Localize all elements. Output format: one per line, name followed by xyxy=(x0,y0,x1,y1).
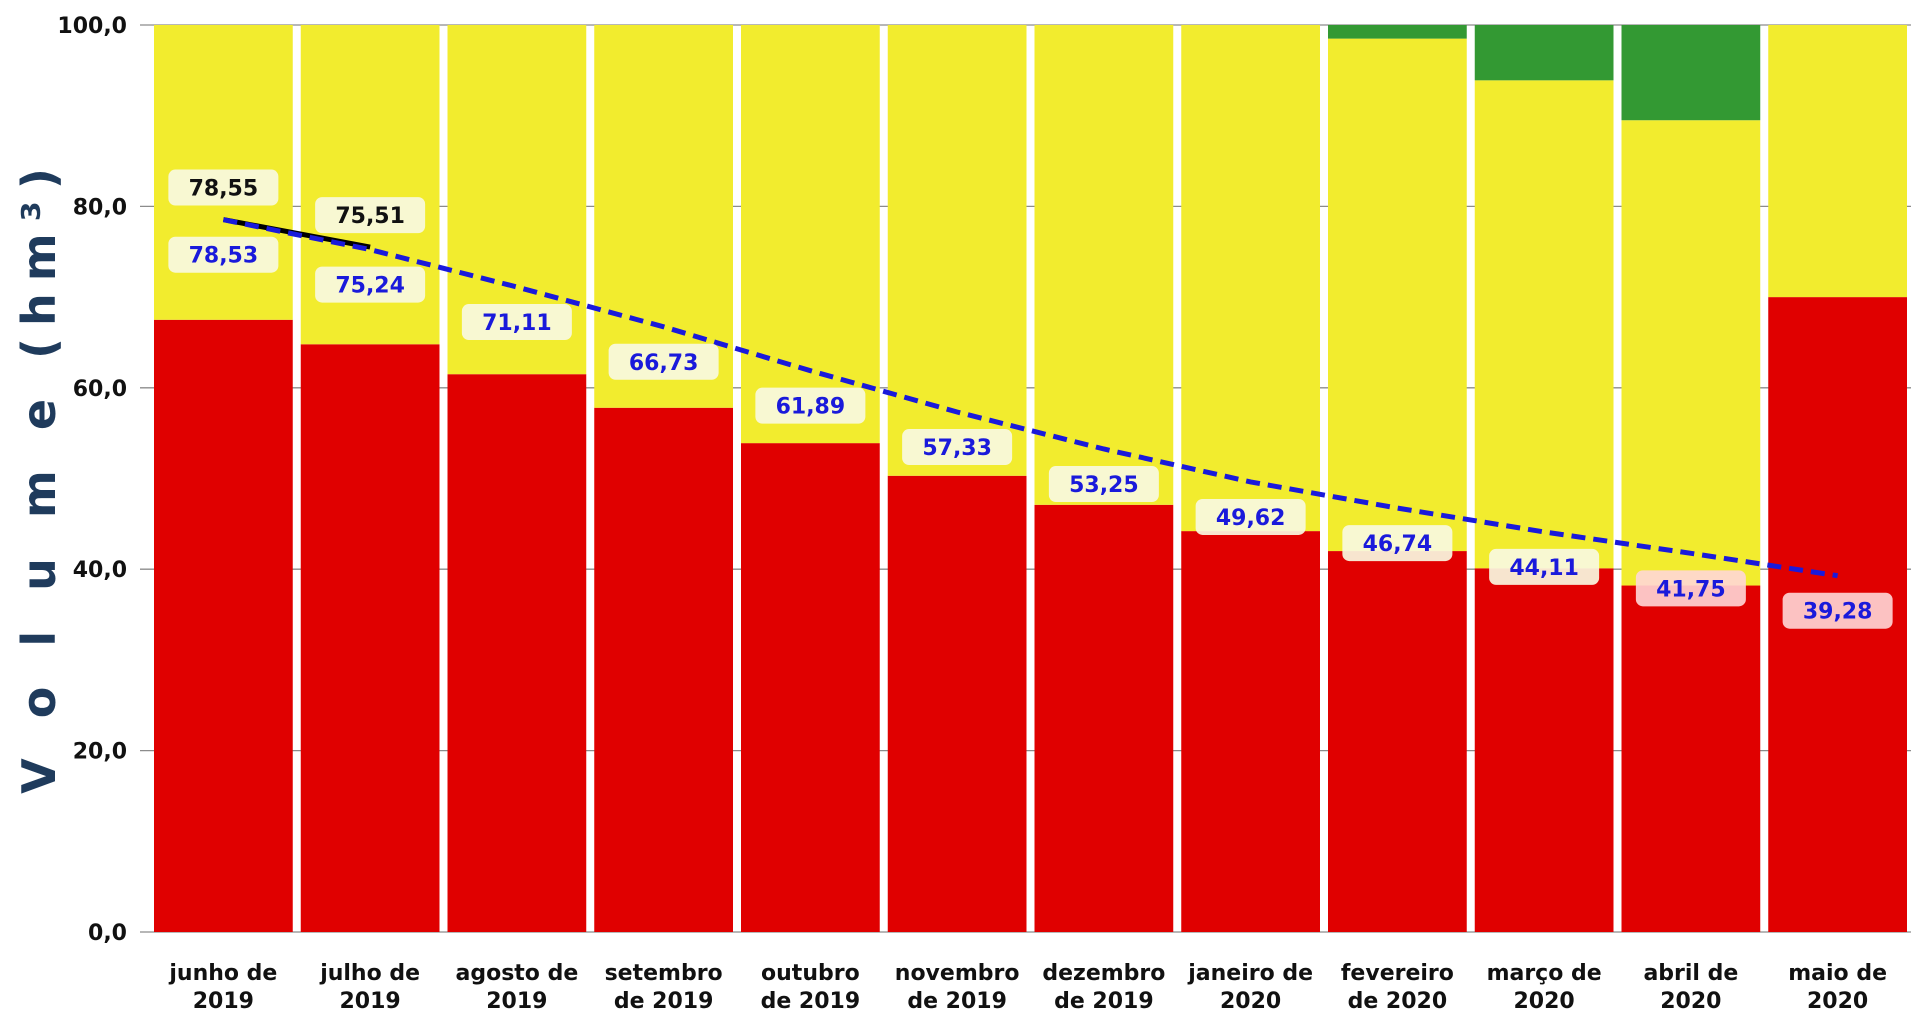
x-tick-label: outubro xyxy=(761,961,860,986)
data-label: 44,11 xyxy=(1509,556,1579,581)
data-label: 75,24 xyxy=(335,274,405,299)
data-labels: 78,55 75,51 78,53 75,24 71,11 66,73 61,89 57,33… xyxy=(168,169,1893,629)
bar-segment xyxy=(1034,504,1174,932)
bar-segment xyxy=(741,25,880,444)
data-label: 57,33 xyxy=(922,436,992,461)
x-tick-label: junho de xyxy=(168,961,277,986)
data-label-box xyxy=(1195,498,1306,535)
bar-segment xyxy=(1328,38,1467,552)
data-label: 61,89 xyxy=(776,395,846,420)
bar-segment xyxy=(1768,25,1907,298)
data-label-box xyxy=(1782,592,1893,629)
data-label: 78,53 xyxy=(189,244,259,269)
x-tick-label: janeiro de xyxy=(1187,961,1313,986)
bar-segment xyxy=(1181,531,1320,932)
data-label-box xyxy=(315,197,426,234)
bar-segment xyxy=(1034,25,1174,505)
x-tick-label: abril de xyxy=(1643,961,1738,986)
bar-segment xyxy=(1474,80,1614,569)
bar-segment xyxy=(1328,551,1467,932)
y-axis-title: V o l u m e (hm³) xyxy=(12,156,66,794)
x-tick-label: de 2019 xyxy=(1054,989,1154,1011)
bar-segment xyxy=(887,475,1027,932)
y-tick-label: 20,0 xyxy=(73,740,127,765)
y-tick-label: 60,0 xyxy=(73,377,127,402)
data-label-box xyxy=(315,266,426,303)
bar-segment xyxy=(300,344,440,932)
y-tick-label: 80,0 xyxy=(73,195,127,220)
stacked-bars xyxy=(154,25,1907,933)
data-label: 71,11 xyxy=(482,311,552,336)
x-tick-label: de 2019 xyxy=(907,989,1007,1011)
x-tick-label: de 2019 xyxy=(761,989,861,1011)
bar-segment xyxy=(741,443,880,932)
data-label-box xyxy=(1342,525,1453,562)
y-tick-label: 100,0 xyxy=(57,14,127,39)
x-tick-label: novembro xyxy=(895,961,1020,986)
x-tick-label: 2020 xyxy=(1660,989,1721,1011)
x-tick-label: de 2020 xyxy=(1348,989,1448,1011)
axes: 0,0 20,0 40,0 60,0 80,0 100,0 junho de 2019 julh… xyxy=(57,14,1887,1011)
x-tick-label: agosto de xyxy=(455,961,578,986)
bar-segment xyxy=(447,374,587,932)
y-tick-label: 0,0 xyxy=(88,921,127,946)
x-tick-label: 2020 xyxy=(1220,989,1281,1011)
bar-segment xyxy=(1328,25,1467,39)
data-label: 75,51 xyxy=(335,204,405,229)
x-tick-label: 2019 xyxy=(486,989,547,1011)
bar-segment xyxy=(1621,25,1761,121)
x-tick-label: dezembro xyxy=(1042,961,1165,986)
trend-lines xyxy=(222,217,1838,579)
bar-segment xyxy=(594,407,733,932)
trend-line-dashed xyxy=(222,217,1838,579)
bar-segment xyxy=(1621,120,1761,586)
x-tick-label: 2020 xyxy=(1514,989,1575,1011)
data-label: 78,55 xyxy=(189,177,259,202)
data-label-box xyxy=(755,387,866,424)
x-tick-label: julho de xyxy=(319,961,420,986)
y-tick-label: 40,0 xyxy=(73,558,127,583)
data-label: 41,75 xyxy=(1656,577,1726,602)
x-tick-label: 2019 xyxy=(340,989,401,1011)
data-label-box xyxy=(608,343,719,380)
x-tick-label: maio de xyxy=(1788,961,1887,986)
data-label-box xyxy=(902,429,1013,466)
data-label: 39,28 xyxy=(1803,600,1873,625)
data-label-box xyxy=(1489,548,1600,585)
data-label: 66,73 xyxy=(629,351,699,376)
data-label: 49,62 xyxy=(1216,506,1286,531)
x-tick-label: março de xyxy=(1487,961,1602,986)
bar-segment xyxy=(1474,25,1614,81)
x-tick-label: 2019 xyxy=(193,989,254,1011)
x-tick-label: setembro xyxy=(605,961,723,986)
x-tick-label: 2020 xyxy=(1807,989,1868,1011)
data-label-box xyxy=(1635,570,1746,607)
bar-segment xyxy=(1181,25,1320,532)
data-label-box xyxy=(1048,466,1159,503)
data-label-box xyxy=(461,304,572,341)
data-label: 46,74 xyxy=(1363,532,1433,557)
bar-segment xyxy=(154,319,293,932)
bar-segment xyxy=(887,25,1027,476)
data-label-box xyxy=(168,236,279,273)
bar-segment xyxy=(1474,568,1614,932)
bar-segment xyxy=(1621,585,1761,932)
x-tick-label: fevereiro xyxy=(1341,961,1454,986)
data-label: 53,25 xyxy=(1069,473,1139,498)
data-label-box xyxy=(168,169,279,206)
x-tick-label: de 2019 xyxy=(614,989,714,1011)
